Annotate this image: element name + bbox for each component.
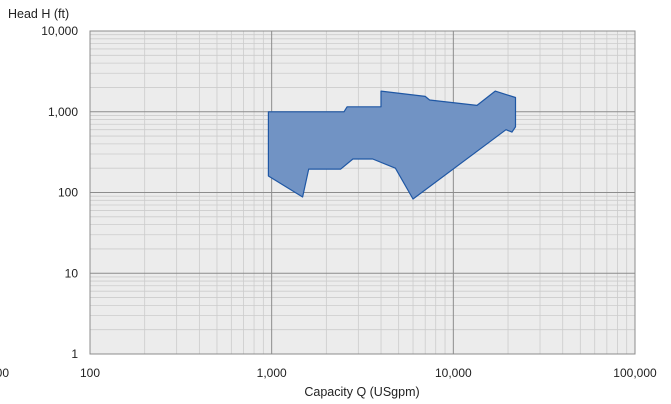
x-axis-title: Capacity Q (USgpm) [304, 385, 419, 399]
x-tick-label: 1,000 [257, 366, 287, 380]
y-tick-label: 10 [65, 266, 79, 280]
plot-frame [89, 30, 636, 355]
y-tick-label: 1 [71, 347, 78, 361]
x-tick-label: 10,000 [435, 366, 472, 380]
y-tick-label: 1,000 [48, 105, 78, 119]
y-tick-labels: 1 10 100 1,000 10,000 [41, 24, 78, 361]
x-tick-labels: 100 1,000 10,000 100,000 [80, 366, 657, 380]
performance-envelope [267, 90, 517, 200]
y-tick-label: 100 [58, 186, 78, 200]
x-tick-label: 100,000 [613, 366, 657, 380]
y-axis-title: Head H (ft) [8, 7, 69, 21]
x-tick-label: 100 [80, 366, 100, 380]
y-tick-label: 10,000 [41, 24, 78, 38]
stray-tick-label: 00 [0, 366, 9, 380]
